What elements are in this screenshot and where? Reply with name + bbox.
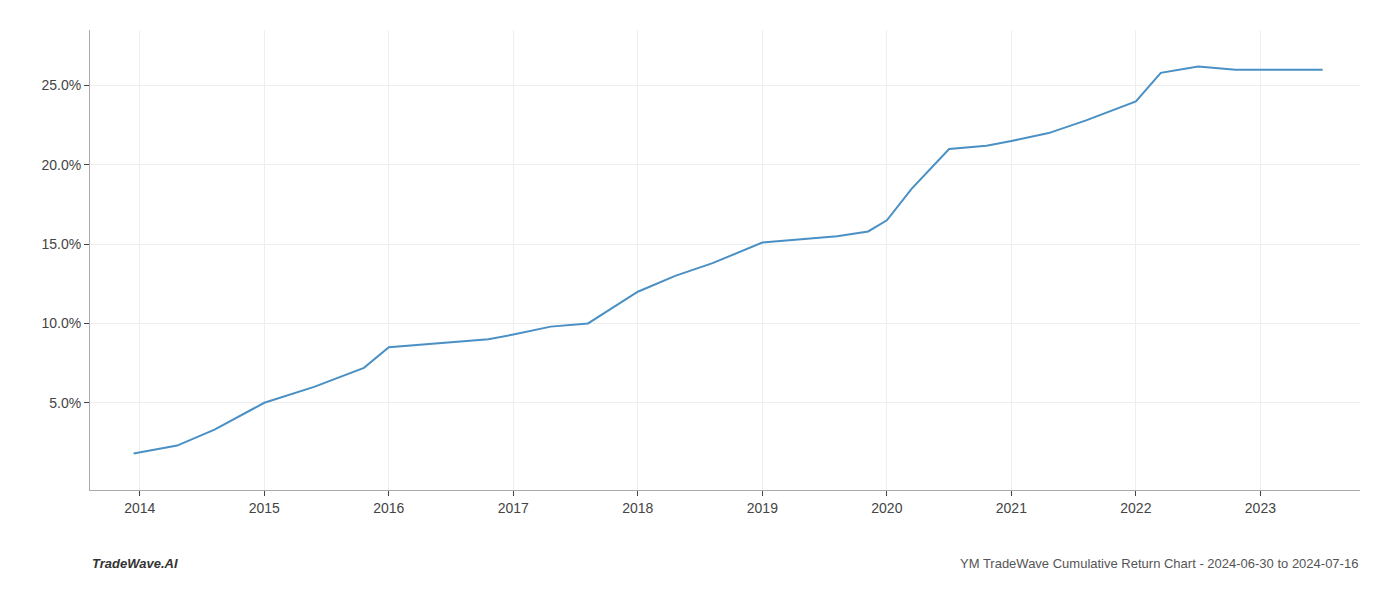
svg-text:2023: 2023 [1245, 500, 1276, 516]
svg-text:2017: 2017 [498, 500, 529, 516]
svg-text:2021: 2021 [996, 500, 1027, 516]
svg-text:10.0%: 10.0% [41, 315, 81, 331]
svg-text:2019: 2019 [747, 500, 778, 516]
svg-text:2015: 2015 [249, 500, 280, 516]
svg-text:2018: 2018 [622, 500, 653, 516]
svg-text:20.0%: 20.0% [41, 157, 81, 173]
svg-text:15.0%: 15.0% [41, 236, 81, 252]
svg-text:YM TradeWave Cumulative Return: YM TradeWave Cumulative Return Chart - 2… [960, 556, 1358, 571]
svg-text:25.0%: 25.0% [41, 77, 81, 93]
svg-text:TradeWave.AI: TradeWave.AI [92, 556, 178, 571]
svg-text:2022: 2022 [1120, 500, 1151, 516]
svg-text:2014: 2014 [124, 500, 155, 516]
svg-text:2016: 2016 [373, 500, 404, 516]
svg-text:2020: 2020 [871, 500, 902, 516]
svg-text:5.0%: 5.0% [49, 395, 81, 411]
